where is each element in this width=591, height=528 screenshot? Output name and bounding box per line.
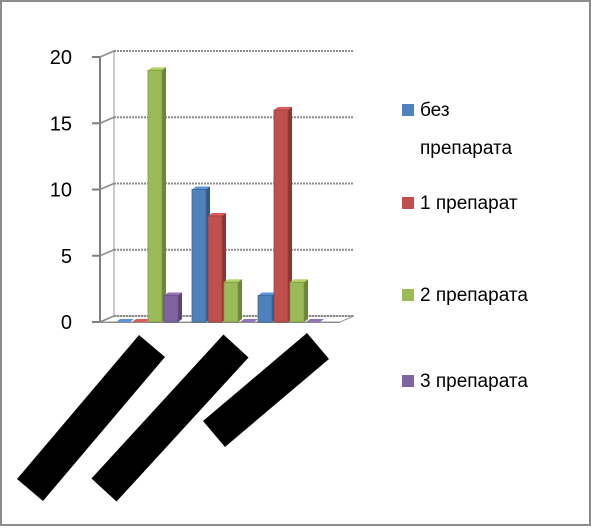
bar: [273, 109, 289, 323]
bar: [147, 69, 163, 323]
y-tick-label: 10: [50, 180, 72, 202]
gridline-diagonal: [99, 50, 115, 58]
gridline-diagonal: [99, 315, 115, 323]
bar-side: [288, 107, 292, 322]
redaction-mark: [91, 334, 249, 502]
y-tick-label: 5: [61, 246, 72, 268]
bar-side: [162, 67, 166, 322]
bar-top: [258, 292, 276, 296]
bar-top: [224, 279, 242, 283]
bar-top: [192, 186, 210, 190]
gridline-diagonal: [99, 249, 115, 257]
bar-top: [306, 319, 324, 322]
bar-top: [148, 67, 166, 71]
gridline-diagonal: [99, 116, 115, 124]
bar-top: [240, 319, 258, 322]
bar-side: [178, 292, 182, 322]
bar-top: [164, 292, 182, 296]
legend-swatch: [402, 289, 414, 301]
gridline-diagonal: [99, 182, 115, 191]
bar-side: [238, 279, 242, 322]
legend-label: 1 препарат: [420, 193, 518, 214]
bar-top: [274, 107, 292, 110]
bar-side: [304, 279, 308, 322]
bar-top: [290, 279, 308, 283]
bar-top: [116, 319, 134, 322]
bar: [257, 295, 273, 323]
bar: [163, 295, 179, 323]
y-tick-label: 0: [61, 312, 72, 334]
redaction-mark: [17, 335, 165, 501]
bar: [289, 281, 305, 323]
bar-top: [208, 213, 226, 216]
redaction-mark: [203, 333, 329, 447]
y-tick-label: 20: [50, 47, 72, 69]
legend-label: 3 препарата: [420, 371, 528, 392]
legend-swatch: [402, 375, 414, 387]
bar: [207, 215, 223, 323]
legend-swatch: [402, 104, 414, 116]
bar-top: [132, 319, 150, 322]
legend-label: 2 препарата: [420, 285, 528, 306]
y-tick-label: 15: [50, 113, 72, 135]
legend-swatch: [402, 197, 414, 209]
bar: [223, 281, 239, 323]
legend-label: препарата: [420, 138, 512, 159]
legend-label: без: [420, 100, 450, 121]
bar: [191, 189, 207, 323]
